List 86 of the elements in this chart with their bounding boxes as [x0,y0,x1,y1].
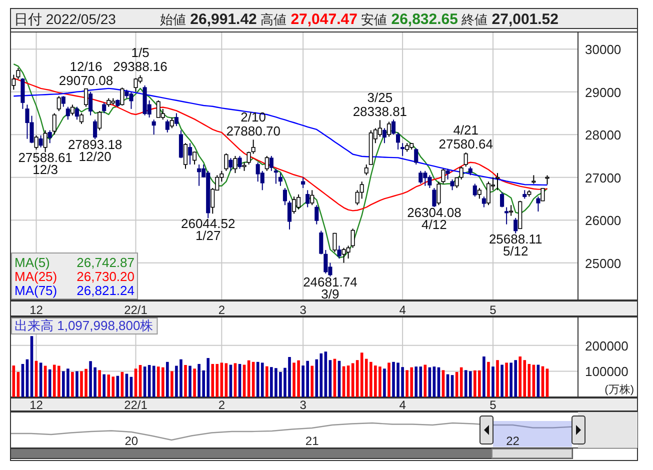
bar [229,364,232,397]
bar [518,356,522,397]
bar [468,371,472,397]
bar [532,364,536,397]
bar [546,368,549,397]
bar [500,364,504,397]
x-tick-label: 3 [300,398,307,412]
y-tick-label: 25000 [585,256,622,271]
annotation: 26304.08 4/12 [407,205,462,232]
x-tick-label: 4 [399,303,406,317]
x-tick-label: 22/1 [124,398,148,412]
y-axis-title: (万株) [604,383,634,396]
bar [57,366,60,397]
bar [71,372,74,397]
bar [134,368,138,397]
bar [234,363,237,397]
x-tick-label: 5 [490,303,497,317]
x-tick-label: 12 [30,303,44,317]
y-tick-label: 27000 [585,170,622,186]
bar [482,356,486,397]
annotation: 24681.74 3/9 [303,274,358,302]
bar [505,362,508,397]
x-tick-label: 5 [490,398,497,412]
bar [107,374,110,397]
bar [496,360,499,397]
annotation: 2/10 27880.70 [226,110,280,139]
bar [315,359,318,397]
annotation: 12/16 29070.08 [58,58,114,88]
line-series [13,88,548,186]
bar [102,374,106,397]
annotation: 3/25 28338.81 [352,90,408,120]
bar [224,363,228,397]
annotation: 1/5 29388.16 [113,45,168,74]
annotation: 26044.52 1/27 [180,216,236,244]
text: MA(25) [14,269,58,284]
y-tick-label: 100000 [585,364,628,380]
y-tick-label: 26000 [585,213,622,228]
bar [442,370,445,397]
bar [536,364,540,397]
bar [388,362,390,397]
chart-title: 出来高 1,097,998,800株 [14,318,154,333]
x-tick-label: 2 [218,398,226,412]
bar [220,362,224,397]
bar [211,364,214,397]
bar [166,362,169,397]
bar [76,371,78,397]
y-tick-label: 30000 [585,42,622,58]
x-tick-label: 22/1 [124,303,148,317]
bar [193,368,196,397]
annotation: 4/21 27580.64 [438,122,493,152]
bar [170,371,174,397]
bar [492,366,494,397]
bar [260,362,264,397]
bar [39,362,42,397]
x-tick-label: 2 [218,303,226,317]
annotation: 26,730.20 [76,269,134,284]
chart-subtitle: 始値 26,991.42 高値 27,047.47 安値 26,832.65 終値 27,001.52 [160,11,558,28]
chart-title: 日付 2022/05/23 [14,11,116,27]
annotation: 26,821.24 [76,283,134,298]
bar [383,368,386,397]
bar [184,365,187,397]
bar [424,364,427,397]
x-tick-label: 22 [506,434,520,448]
y-tick-label: 29000 [585,84,622,100]
x-tick-label: 12 [30,398,44,412]
bar [98,370,101,397]
bar [188,366,192,397]
text: MA(75) [14,283,58,298]
bar [414,366,418,397]
bar [242,364,246,397]
bar [487,362,490,397]
x-tick-label: 3 [300,303,307,317]
annotation: 25688.11 5/12 [488,231,542,258]
y-tick-label: 28000 [585,128,622,143]
y-tick-label: 200000 [585,338,628,354]
bar [161,367,164,397]
x-tick-label: 20 [124,434,138,448]
bar [351,363,354,397]
x-tick-label: 21 [305,434,320,448]
bar [265,366,268,397]
annotation: 26,742.87 [76,255,134,270]
x-tick-label: 4 [399,398,406,412]
text: MA(5) [14,255,50,270]
bar [310,366,314,397]
line-series [13,63,548,258]
annotation: 27588.61 12/3 [18,150,72,178]
